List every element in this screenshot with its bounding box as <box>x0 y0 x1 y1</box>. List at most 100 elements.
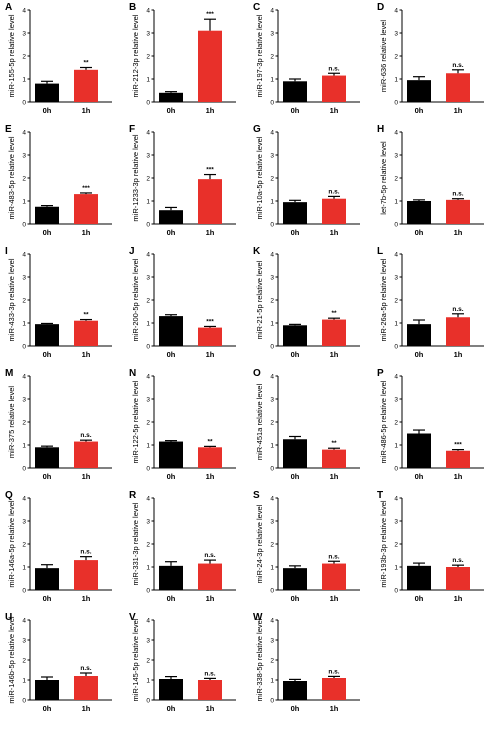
y-tick-label: 2 <box>22 175 26 182</box>
y-tick-label: 0 <box>22 697 26 704</box>
panel-letter: U <box>5 612 12 623</box>
significance-label: n.s. <box>452 191 463 198</box>
y-tick-label: 0 <box>394 221 398 228</box>
significance-label: ** <box>331 440 337 447</box>
y-tick-label: 1 <box>270 564 274 571</box>
y-tick-label: 1 <box>22 76 26 83</box>
bar-0h <box>159 92 183 102</box>
y-tick-label: 0 <box>146 221 150 228</box>
significance-label: n.s. <box>80 665 91 672</box>
significance-label: n.s. <box>452 62 463 69</box>
y-tick-label: 2 <box>146 657 150 664</box>
y-tick-label: 2 <box>270 419 274 426</box>
y-axis-label: miR-636 relative level <box>379 20 388 92</box>
y-axis-label: let-7b-5p relative level <box>379 141 388 215</box>
bar-1h <box>322 563 346 590</box>
y-tick-label: 0 <box>394 587 398 594</box>
significance-label: ** <box>207 438 213 445</box>
x-tick-label: 0h <box>43 350 52 359</box>
y-tick-label: 4 <box>270 251 274 258</box>
y-tick-label: 2 <box>146 297 150 304</box>
bar-1h <box>198 563 222 590</box>
x-tick-label: 1h <box>206 228 215 237</box>
y-tick-label: 4 <box>146 7 150 14</box>
bar-0h <box>283 568 307 590</box>
y-axis-label: miR-193b-3p relative level <box>379 500 388 587</box>
panel-letter: Q <box>5 490 13 501</box>
significance-label: n.s. <box>204 552 215 559</box>
bar-1h <box>74 194 98 224</box>
panel-letter: F <box>129 124 135 135</box>
x-tick-label: 1h <box>206 594 215 603</box>
x-tick-label: 0h <box>43 228 52 237</box>
y-tick-label: 4 <box>270 7 274 14</box>
x-tick-label: 1h <box>454 106 463 115</box>
y-tick-label: 2 <box>394 53 398 60</box>
y-tick-label: 1 <box>146 76 150 83</box>
y-tick-label: 0 <box>146 99 150 106</box>
y-tick-label: 1 <box>22 677 26 684</box>
x-tick-label: 1h <box>206 350 215 359</box>
y-tick-label: 1 <box>146 320 150 327</box>
bar-1h <box>322 449 346 468</box>
x-tick-label: 1h <box>330 106 339 115</box>
x-tick-label: 1h <box>454 350 463 359</box>
x-tick-label: 1h <box>82 350 91 359</box>
y-tick-label: 3 <box>270 637 274 644</box>
bar-0h <box>35 83 59 102</box>
significance-label: *** <box>82 185 90 192</box>
panel-letter: P <box>377 368 384 379</box>
y-tick-label: 4 <box>270 495 274 502</box>
y-tick-label: 3 <box>270 518 274 525</box>
panel-letter: N <box>129 368 136 379</box>
y-tick-label: 0 <box>270 697 274 704</box>
y-tick-label: 0 <box>270 343 274 350</box>
y-tick-label: 1 <box>146 677 150 684</box>
x-tick-label: 0h <box>291 594 300 603</box>
panel-letter: H <box>377 124 384 135</box>
bar-1h <box>74 320 98 346</box>
x-tick-label: 1h <box>454 594 463 603</box>
panel-letter: O <box>253 368 261 379</box>
significance-label: *** <box>206 11 214 18</box>
panel-letter: D <box>377 2 384 13</box>
bar-1h <box>198 680 222 700</box>
y-tick-label: 4 <box>146 617 150 624</box>
y-tick-label: 3 <box>394 152 398 159</box>
significance-label: n.s. <box>80 549 91 556</box>
y-tick-label: 0 <box>394 99 398 106</box>
y-tick-label: 4 <box>22 495 26 502</box>
bar-0h <box>407 324 431 346</box>
y-tick-label: 4 <box>394 251 398 258</box>
x-tick-label: 0h <box>415 472 424 481</box>
y-tick-label: 2 <box>394 175 398 182</box>
bar-0h <box>35 680 59 700</box>
panel-letter: T <box>377 490 383 501</box>
y-tick-label: 2 <box>394 297 398 304</box>
y-tick-label: 4 <box>146 129 150 136</box>
y-tick-label: 2 <box>146 541 150 548</box>
y-axis-label: miR-197-3p relative level <box>255 14 264 97</box>
y-tick-label: 2 <box>270 53 274 60</box>
y-tick-label: 4 <box>22 617 26 624</box>
y-tick-label: 3 <box>146 637 150 644</box>
y-tick-label: 1 <box>394 564 398 571</box>
y-tick-label: 3 <box>146 152 150 159</box>
y-tick-label: 4 <box>394 7 398 14</box>
x-tick-label: 0h <box>291 472 300 481</box>
significance-label: n.s. <box>204 670 215 677</box>
y-tick-label: 4 <box>22 7 26 14</box>
bar-0h <box>407 433 431 468</box>
y-tick-label: 1 <box>22 564 26 571</box>
bar-1h <box>322 319 346 346</box>
panel-letter: A <box>5 2 12 13</box>
y-tick-label: 3 <box>270 396 274 403</box>
bar-1h <box>446 567 470 590</box>
